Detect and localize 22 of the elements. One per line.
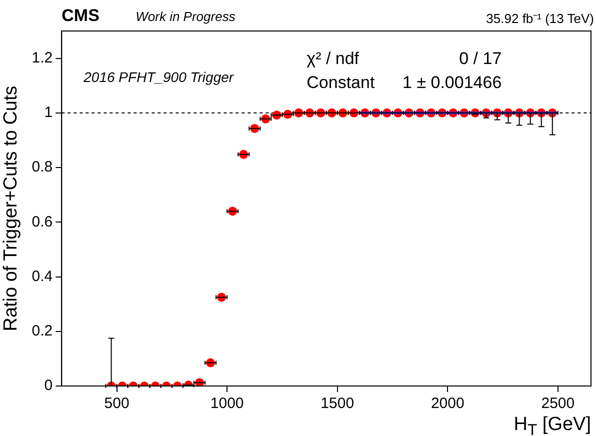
y-tick-label: 0.2 <box>32 322 53 340</box>
x-tick-label: 2000 <box>430 395 464 412</box>
y-tick-label: 1 <box>44 104 53 122</box>
annotation: 2016 PFHT_900 Trigger <box>84 69 234 85</box>
y-tick-label: 0.4 <box>32 268 53 285</box>
x-tick-label: 1000 <box>210 395 244 412</box>
chart-subtitle: Work in Progress <box>136 9 236 24</box>
x-tick-label: 500 <box>104 395 130 412</box>
y-tick-label: 0.8 <box>32 158 53 176</box>
annotation: Constant <box>306 73 375 93</box>
y-axis-title: Ratio of Trigger+Cuts to Cuts <box>0 86 22 332</box>
text: 35.92 fb⁻¹ (13 TeV) <box>486 10 594 27</box>
x-tick-label: 1500 <box>320 395 354 412</box>
annotation: 1 ± 0.001466 <box>402 73 502 93</box>
y-tick-label: 0 <box>44 377 53 394</box>
chart-title: CMS <box>62 6 100 26</box>
y-tick-label: 1.2 <box>32 49 53 66</box>
y-tick-label: 0.6 <box>32 213 53 230</box>
annotation: 0 / 17 <box>459 49 502 69</box>
x-axis-title: H$_{T}$ [GeV] <box>514 414 591 436</box>
x-tick-label: 2500 <box>541 395 575 412</box>
annotation: χ² / ndf <box>306 49 360 69</box>
